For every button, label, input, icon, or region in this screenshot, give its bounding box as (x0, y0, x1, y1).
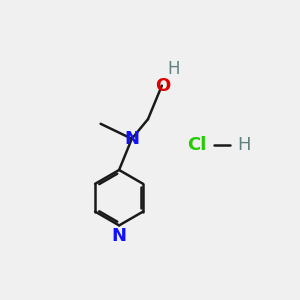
Text: Cl: Cl (188, 136, 207, 154)
Text: H: H (237, 136, 250, 154)
Text: N: N (124, 130, 139, 148)
Text: H: H (167, 61, 180, 79)
Text: N: N (112, 226, 127, 244)
Text: O: O (155, 77, 171, 95)
